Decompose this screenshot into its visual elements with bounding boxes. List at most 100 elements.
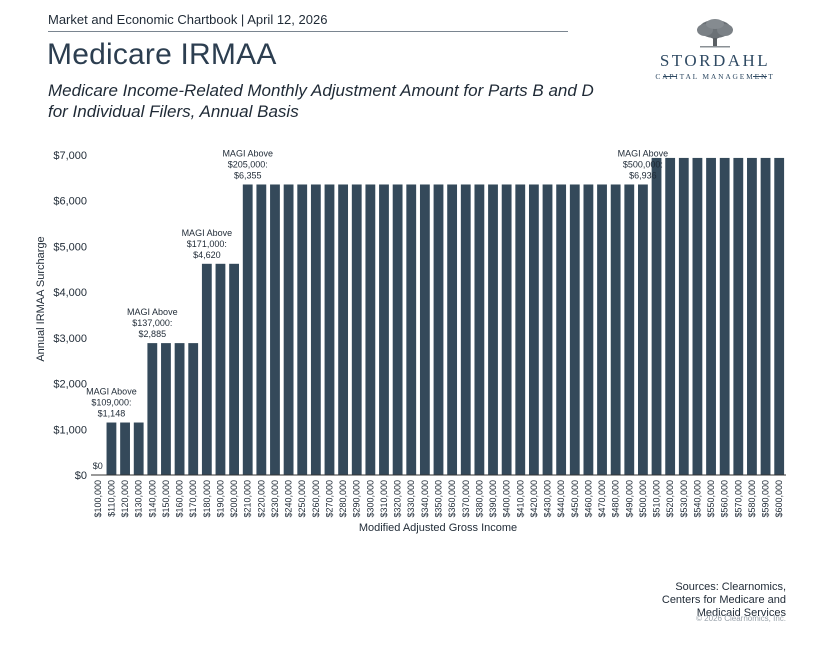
logo-rule-left bbox=[663, 76, 677, 77]
sources-line-3: Medicaid Services bbox=[696, 607, 786, 619]
x-tick-label: $580,000 bbox=[747, 480, 757, 518]
data-label: MAGI Above $137,000: $2,885 bbox=[127, 307, 178, 339]
bar bbox=[310, 184, 321, 475]
x-tick-label: $330,000 bbox=[406, 480, 416, 518]
bar-series bbox=[106, 157, 785, 475]
x-tick-label: $100,000 bbox=[93, 480, 103, 518]
x-tick-label: $510,000 bbox=[652, 480, 662, 518]
x-tick-label: $560,000 bbox=[720, 480, 730, 518]
data-label: MAGI Above $109,000: $1,148 bbox=[86, 387, 137, 419]
bar bbox=[556, 184, 567, 475]
x-tick-label: $550,000 bbox=[706, 480, 716, 518]
x-tick-label: $220,000 bbox=[256, 480, 266, 518]
bar bbox=[106, 422, 117, 475]
bar bbox=[719, 157, 730, 475]
data-label: MAGI Above $205,000: $6,355 bbox=[222, 148, 273, 180]
x-tick-label: $530,000 bbox=[679, 480, 689, 518]
bar bbox=[161, 343, 171, 475]
y-axis-title: Annual IRMAA Surcharge bbox=[35, 236, 47, 361]
y-tick-label: $4,000 bbox=[53, 287, 87, 299]
x-tick-label: $110,000 bbox=[106, 480, 116, 517]
bar bbox=[133, 422, 144, 475]
bar-annotations: $0 MAGI Above $109,000: $1,148 MAGI Above $13… bbox=[86, 148, 668, 471]
bar bbox=[774, 157, 785, 475]
bar bbox=[419, 184, 430, 475]
x-tick-label: $600,000 bbox=[774, 480, 784, 518]
x-tick-label: $340,000 bbox=[420, 480, 430, 518]
x-tick-label: $520,000 bbox=[665, 480, 675, 518]
bar bbox=[733, 157, 744, 475]
x-axis: $100,000 $110,000 $120,000 $130,000 $140,000… bbox=[91, 474, 786, 518]
bar bbox=[324, 184, 335, 475]
sources-line-2: Centers for Medicare and bbox=[661, 594, 786, 606]
x-tick-label: $260,000 bbox=[311, 480, 321, 518]
bar bbox=[569, 184, 580, 475]
bar bbox=[638, 184, 648, 475]
x-tick-label: $390,000 bbox=[488, 480, 498, 518]
y-tick-label: $1,000 bbox=[53, 424, 87, 436]
bar bbox=[406, 184, 417, 475]
x-tick-label: $590,000 bbox=[761, 480, 771, 518]
x-tick-label: $240,000 bbox=[284, 480, 294, 518]
x-tick-label: $130,000 bbox=[134, 480, 144, 518]
tree-icon bbox=[697, 19, 733, 48]
bar bbox=[692, 157, 703, 475]
x-tick-label: $410,000 bbox=[515, 480, 525, 518]
data-label: MAGI Above $500,000: $6,936 bbox=[618, 148, 669, 180]
bar bbox=[610, 184, 621, 475]
bar bbox=[297, 184, 308, 475]
bar bbox=[474, 184, 485, 475]
sources-line-1: Sources: Clearnomics, bbox=[675, 581, 786, 593]
x-tick-label: $310,000 bbox=[379, 480, 389, 518]
bar bbox=[651, 157, 662, 475]
x-tick-label: $570,000 bbox=[733, 480, 743, 518]
y-tick-label: $3,000 bbox=[53, 333, 87, 345]
bar bbox=[433, 184, 444, 475]
x-tick-label: $150,000 bbox=[161, 480, 171, 518]
bar bbox=[583, 184, 594, 475]
x-tick-label: $380,000 bbox=[474, 480, 484, 518]
bar bbox=[351, 184, 362, 475]
y-tick-label: $7,000 bbox=[53, 150, 87, 162]
bar bbox=[542, 184, 553, 475]
logo-rule-right bbox=[753, 76, 767, 77]
subtitle-line-1: Medicare Income-Related Monthly Adjustme… bbox=[48, 81, 594, 100]
bar bbox=[392, 184, 403, 475]
bar bbox=[624, 184, 635, 475]
x-tick-label: $490,000 bbox=[624, 480, 634, 518]
x-tick-label: $420,000 bbox=[529, 480, 539, 518]
page-title: Medicare IRMAA bbox=[47, 38, 277, 71]
x-tick-label: $250,000 bbox=[297, 480, 307, 518]
x-tick-label: $190,000 bbox=[215, 480, 225, 518]
x-tick-label: $470,000 bbox=[597, 480, 607, 518]
chart-subtitle: Medicare Income-Related Monthly Adjustme… bbox=[48, 80, 648, 122]
y-tick-label: $6,000 bbox=[53, 196, 87, 208]
y-tick-label: $2,000 bbox=[53, 379, 87, 391]
bar bbox=[229, 263, 239, 475]
bar bbox=[678, 157, 689, 475]
x-tick-label: $200,000 bbox=[229, 480, 239, 518]
x-tick-label: $300,000 bbox=[365, 480, 375, 518]
x-tick-label: $320,000 bbox=[393, 480, 403, 518]
sources-note: Sources: Clearnomics, Centers for Medica… bbox=[662, 581, 786, 620]
bar bbox=[215, 263, 226, 475]
bar bbox=[188, 343, 199, 475]
x-tick-label: $350,000 bbox=[434, 480, 444, 518]
x-tick-label: $290,000 bbox=[352, 480, 362, 518]
bar bbox=[379, 184, 389, 475]
x-tick-label: $180,000 bbox=[202, 480, 212, 518]
bar bbox=[120, 422, 130, 475]
bar bbox=[760, 157, 771, 475]
x-tick-label: $270,000 bbox=[324, 480, 334, 518]
x-tick-label: $210,000 bbox=[243, 480, 253, 518]
x-tick-label: $370,000 bbox=[461, 480, 471, 518]
x-tick-label: $480,000 bbox=[611, 480, 621, 518]
bar bbox=[528, 184, 539, 475]
bar bbox=[747, 157, 757, 475]
bar bbox=[270, 184, 280, 475]
header-divider bbox=[48, 31, 568, 32]
bar bbox=[501, 184, 512, 475]
bar bbox=[256, 184, 267, 475]
company-logo: STORDAHL CAPITAL MANAGEMENT bbox=[650, 18, 780, 82]
x-tick-label: $500,000 bbox=[638, 480, 648, 518]
